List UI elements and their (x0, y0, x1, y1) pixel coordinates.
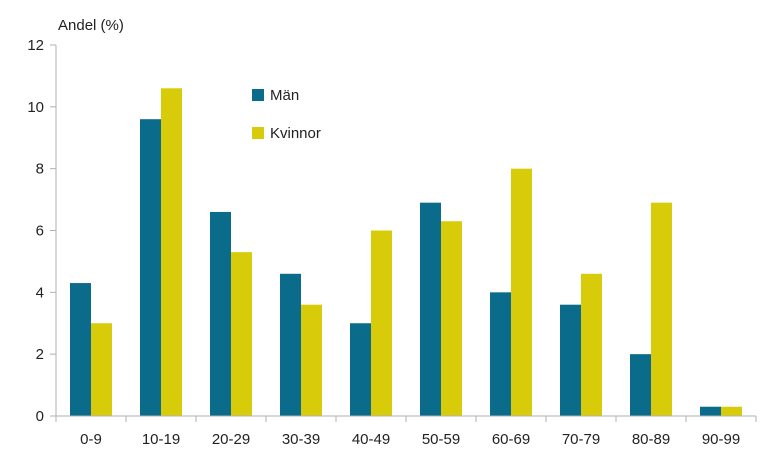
bar-man (420, 202, 441, 416)
x-tick-label: 10-19 (142, 431, 180, 448)
legend-swatch (252, 127, 264, 139)
bars-layer (70, 88, 742, 417)
bar-kvinnor (91, 323, 112, 416)
legend-swatch (252, 89, 264, 101)
x-tick-label: 20-29 (212, 431, 250, 448)
bar-man (140, 119, 161, 416)
x-tick-label: 30-39 (282, 431, 320, 448)
y-tick-label: 6 (36, 223, 44, 240)
y-tick-label: 8 (36, 161, 44, 178)
legend: Män Kvinnor (252, 87, 321, 142)
bar-man (630, 354, 651, 416)
x-tick-label: 0-9 (80, 431, 102, 448)
bar-man (560, 304, 581, 416)
bar-man (490, 292, 511, 416)
bar-kvinnor (231, 252, 252, 416)
y-tick-label: 12 (27, 37, 44, 54)
bar-kvinnor (301, 304, 322, 416)
bar-kvinnor (371, 230, 392, 416)
y-axis: 0 2 4 6 8 10 12 (27, 37, 57, 425)
y-tick-label: 2 (36, 346, 44, 363)
bar-kvinnor (441, 221, 462, 416)
bar-man (210, 211, 231, 416)
bar-kvinnor (511, 168, 532, 416)
x-tick-label: 90-99 (702, 431, 740, 448)
x-tick-label: 70-79 (562, 431, 600, 448)
x-tick-label: 60-69 (492, 431, 530, 448)
bar-kvinnor (721, 406, 742, 416)
y-tick-label: 10 (27, 99, 44, 116)
legend-label: Kvinnor (270, 125, 321, 142)
bar-kvinnor (581, 273, 602, 416)
x-tick-label: 50-59 (422, 431, 460, 448)
bar-man (350, 323, 371, 416)
x-tick-label: 80-89 (632, 431, 670, 448)
bar-kvinnor (651, 202, 672, 416)
y-axis-title: Andel (%) (58, 17, 124, 34)
bar-man (280, 273, 301, 416)
x-axis: 0-9 10-19 20-29 30-39 40-49 50-59 60-69 70-79 80… (55, 415, 757, 448)
bar-man (70, 283, 91, 416)
y-tick-label: 0 (36, 408, 44, 425)
legend-label: Män (270, 87, 299, 104)
x-tick-label: 40-49 (352, 431, 390, 448)
y-tick-label: 4 (36, 284, 44, 301)
bar-man (700, 406, 721, 416)
bar-kvinnor (161, 88, 182, 417)
